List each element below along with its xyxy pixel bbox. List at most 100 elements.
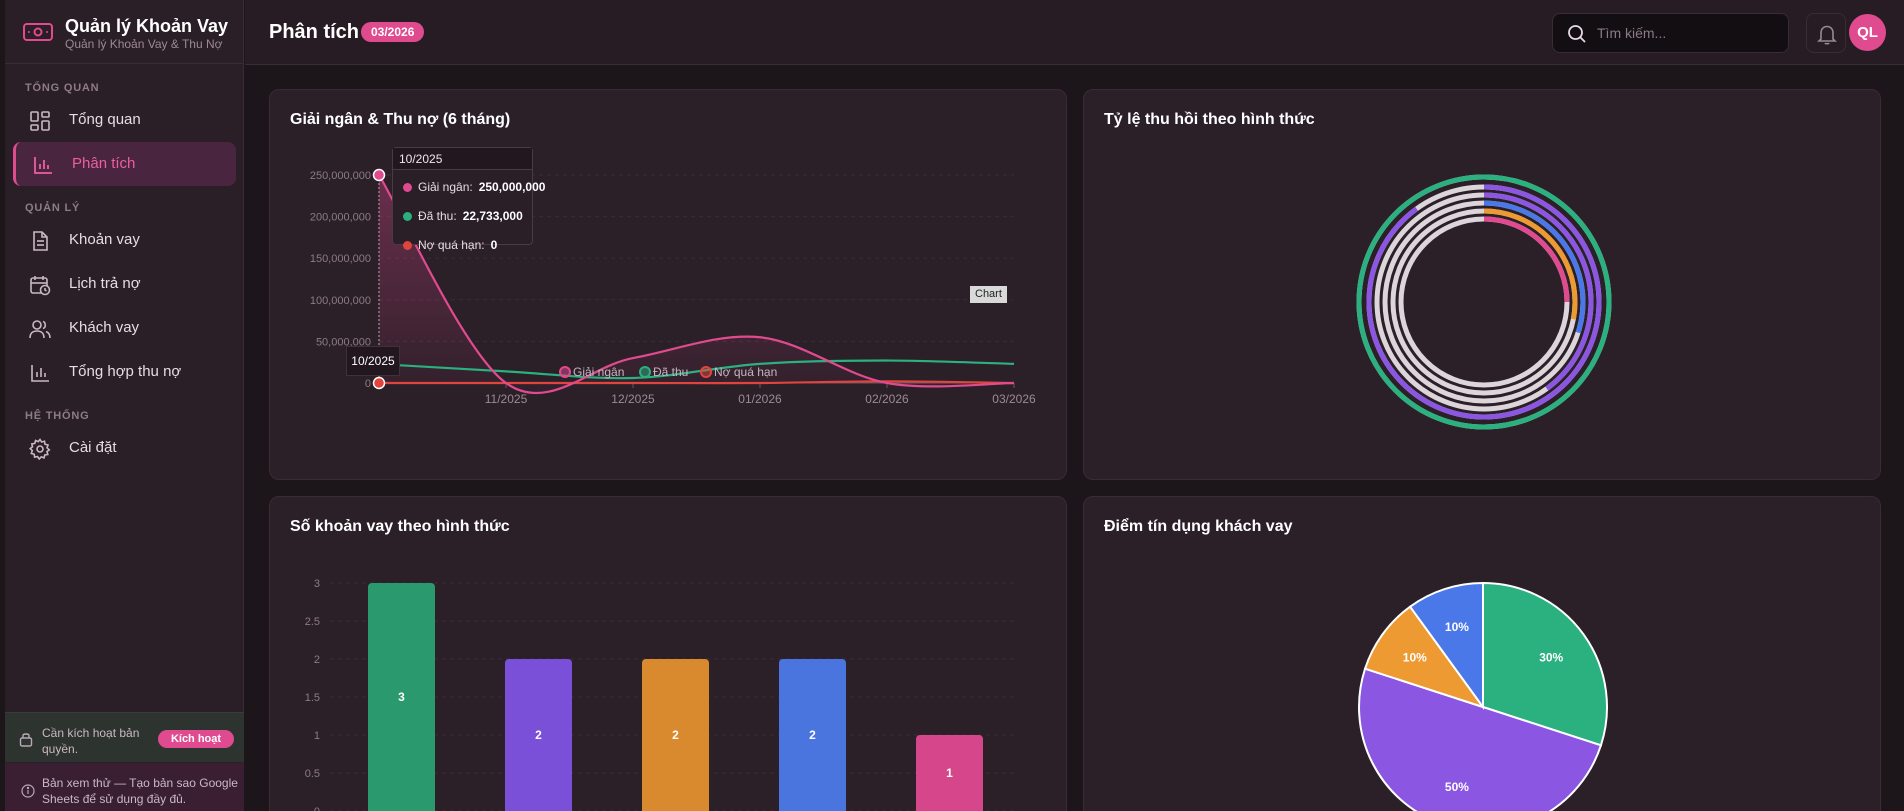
credit-score-card: Điểm tín dụng khách vay 30% 50% 10% 10% — [1083, 496, 1881, 811]
ring-arc — [1366, 184, 1602, 420]
tooltip-value: 22,733,000 — [462, 209, 523, 223]
legend-label: Giải ngân — [573, 365, 625, 379]
info-icon — [21, 784, 35, 798]
pie-slice — [1363, 605, 1486, 709]
sidebar-item-loans[interactable]: Khoản vay — [13, 218, 236, 262]
legend-item-collected[interactable]: Đã thu — [639, 365, 688, 379]
x-axis-highlight: 10/2025 — [346, 346, 400, 376]
pie-slice — [1482, 581, 1608, 747]
tooltip-value: 0 — [490, 238, 498, 252]
y-tick-label: 0 — [365, 378, 371, 390]
y-tick-label: 150,000,000 — [310, 253, 371, 265]
document-icon — [33, 231, 48, 251]
x-tick-label: 03/2026 — [992, 392, 1036, 406]
sidebar-item-label: Khoản vay — [69, 231, 140, 248]
tooltip-label: Nợ quá hạn: — [418, 238, 485, 252]
y-tick-label: 250,000,000 — [310, 170, 371, 182]
search-icon — [1568, 25, 1586, 43]
y-tick-label: 0.5 — [305, 768, 320, 780]
bar — [916, 735, 983, 811]
chart-tag: Chart — [970, 286, 1007, 303]
bar — [779, 659, 846, 811]
y-tick-label: 3 — [314, 578, 320, 590]
bar-chart-icon — [34, 157, 52, 174]
sidebar-item-analytics[interactable]: Phân tích — [13, 142, 236, 186]
recovery-rate-card: Tỷ lệ thu hồi theo hình thức — [1083, 89, 1881, 480]
top-header: Phân tích 03/2026 QL — [245, 0, 1904, 65]
x-tick-label: 01/2026 — [738, 392, 782, 406]
bar-value-label: 1 — [946, 766, 953, 780]
activate-button[interactable]: Kích hoạt — [158, 730, 234, 748]
sidebar-item-label: Cài đặt — [69, 439, 117, 456]
lock-icon — [19, 733, 33, 747]
bar-value-label: 2 — [672, 728, 679, 742]
tooltip-label: Đã thu: — [418, 209, 457, 223]
page-title: Phân tích — [269, 21, 360, 43]
y-tick-label: 0 — [314, 806, 320, 811]
user-avatar[interactable]: QL — [1849, 14, 1886, 51]
pie-chart: 30% 50% 10% 10% — [1358, 581, 1608, 811]
notifications-button[interactable] — [1806, 13, 1846, 53]
legend-marker — [639, 366, 651, 378]
sidebar-item-label: Tổng quan — [69, 111, 141, 128]
bar-value-label: 2 — [809, 728, 816, 742]
sidebar-item-label: Tổng hợp thu nợ — [69, 363, 182, 380]
search-input[interactable] — [1597, 14, 1782, 52]
trial-banner: Bản xem thử — Tạo bản sao Google Sheets … — [5, 763, 244, 811]
section-label-system: HỆ THỐNG — [25, 410, 90, 422]
data-point — [372, 376, 386, 390]
series-line — [378, 380, 1015, 385]
sidebar-item-label: Phân tích — [72, 155, 136, 172]
pie-slice-label: 30% — [1539, 650, 1563, 664]
cash-icon — [23, 23, 53, 41]
period-badge: 03/2026 — [361, 22, 425, 42]
tooltip-row: Nợ quá hạn: 0 — [403, 238, 497, 252]
sidebar-item-customers[interactable]: Khách vay — [13, 306, 236, 350]
legend-item-disbursed[interactable]: Giải ngân — [559, 365, 624, 379]
pie-slice-label: 10% — [1445, 620, 1469, 634]
series-line — [378, 174, 1015, 395]
series-area-disbursed — [379, 175, 1014, 394]
search-box[interactable] — [1552, 13, 1789, 53]
x-tick-label: 12/2025 — [611, 392, 655, 406]
radial-chart — [1356, 174, 1612, 430]
ring-arc — [1374, 192, 1594, 412]
x-tick-label: 11/2025 — [485, 392, 528, 406]
tooltip-row: Giải ngân: 250,000,000 — [403, 180, 545, 194]
y-tick-label: 2.5 — [305, 616, 320, 628]
sidebar-item-settings[interactable]: Cài đặt — [13, 426, 236, 470]
y-tick-label: 200,000,000 — [310, 212, 371, 224]
users-icon — [29, 320, 51, 339]
tooltip-value: 250,000,000 — [478, 180, 546, 194]
sidebar-item-overview[interactable]: Tổng quan — [13, 98, 236, 142]
license-note: Cần kích hoạt bản quyền. — [42, 726, 140, 756]
bar — [642, 659, 709, 811]
pie-slice-label: 10% — [1403, 650, 1427, 664]
gear-icon — [29, 438, 51, 460]
ring-arc — [1382, 200, 1586, 404]
bar-chart: 0 0.5 1 1.5 2 2.5 3 3 2 2 2 1 — [305, 578, 1015, 811]
sidebar-item-collection-summary[interactable]: Tổng hợp thu nợ — [13, 350, 236, 394]
sidebar-item-label: Lịch trả nợ — [69, 275, 141, 292]
tooltip-title: 10/2025 — [393, 148, 532, 170]
ring-arc — [1390, 208, 1578, 396]
bell-icon — [1817, 25, 1837, 45]
data-point — [372, 168, 386, 182]
tooltip-row: Đã thu: 22,733,000 — [403, 209, 523, 223]
bar-value-label: 2 — [535, 728, 542, 742]
sidebar-item-schedule[interactable]: Lịch trả nợ — [13, 262, 236, 306]
sidebar-item-label: Khách vay — [69, 319, 140, 336]
dashboard-icon — [30, 111, 50, 131]
y-tick-label: 50,000,000 — [316, 336, 371, 348]
legend-item-overdue[interactable]: Nợ quá hạn — [700, 365, 777, 379]
bar — [505, 659, 572, 811]
card-title: Điểm tín dụng khách vay — [1104, 518, 1293, 535]
legend-label: Nợ quá hạn — [714, 365, 778, 379]
y-tick-label: 1 — [314, 730, 320, 742]
ring-arc — [1398, 216, 1570, 388]
tooltip-label: Giải ngân: — [418, 180, 473, 194]
legend-marker — [559, 366, 571, 378]
pie-slice — [1358, 667, 1603, 811]
chart-tooltip: 10/2025 Giải ngân: 250,000,000 Đã thu: 22,… — [392, 147, 545, 252]
